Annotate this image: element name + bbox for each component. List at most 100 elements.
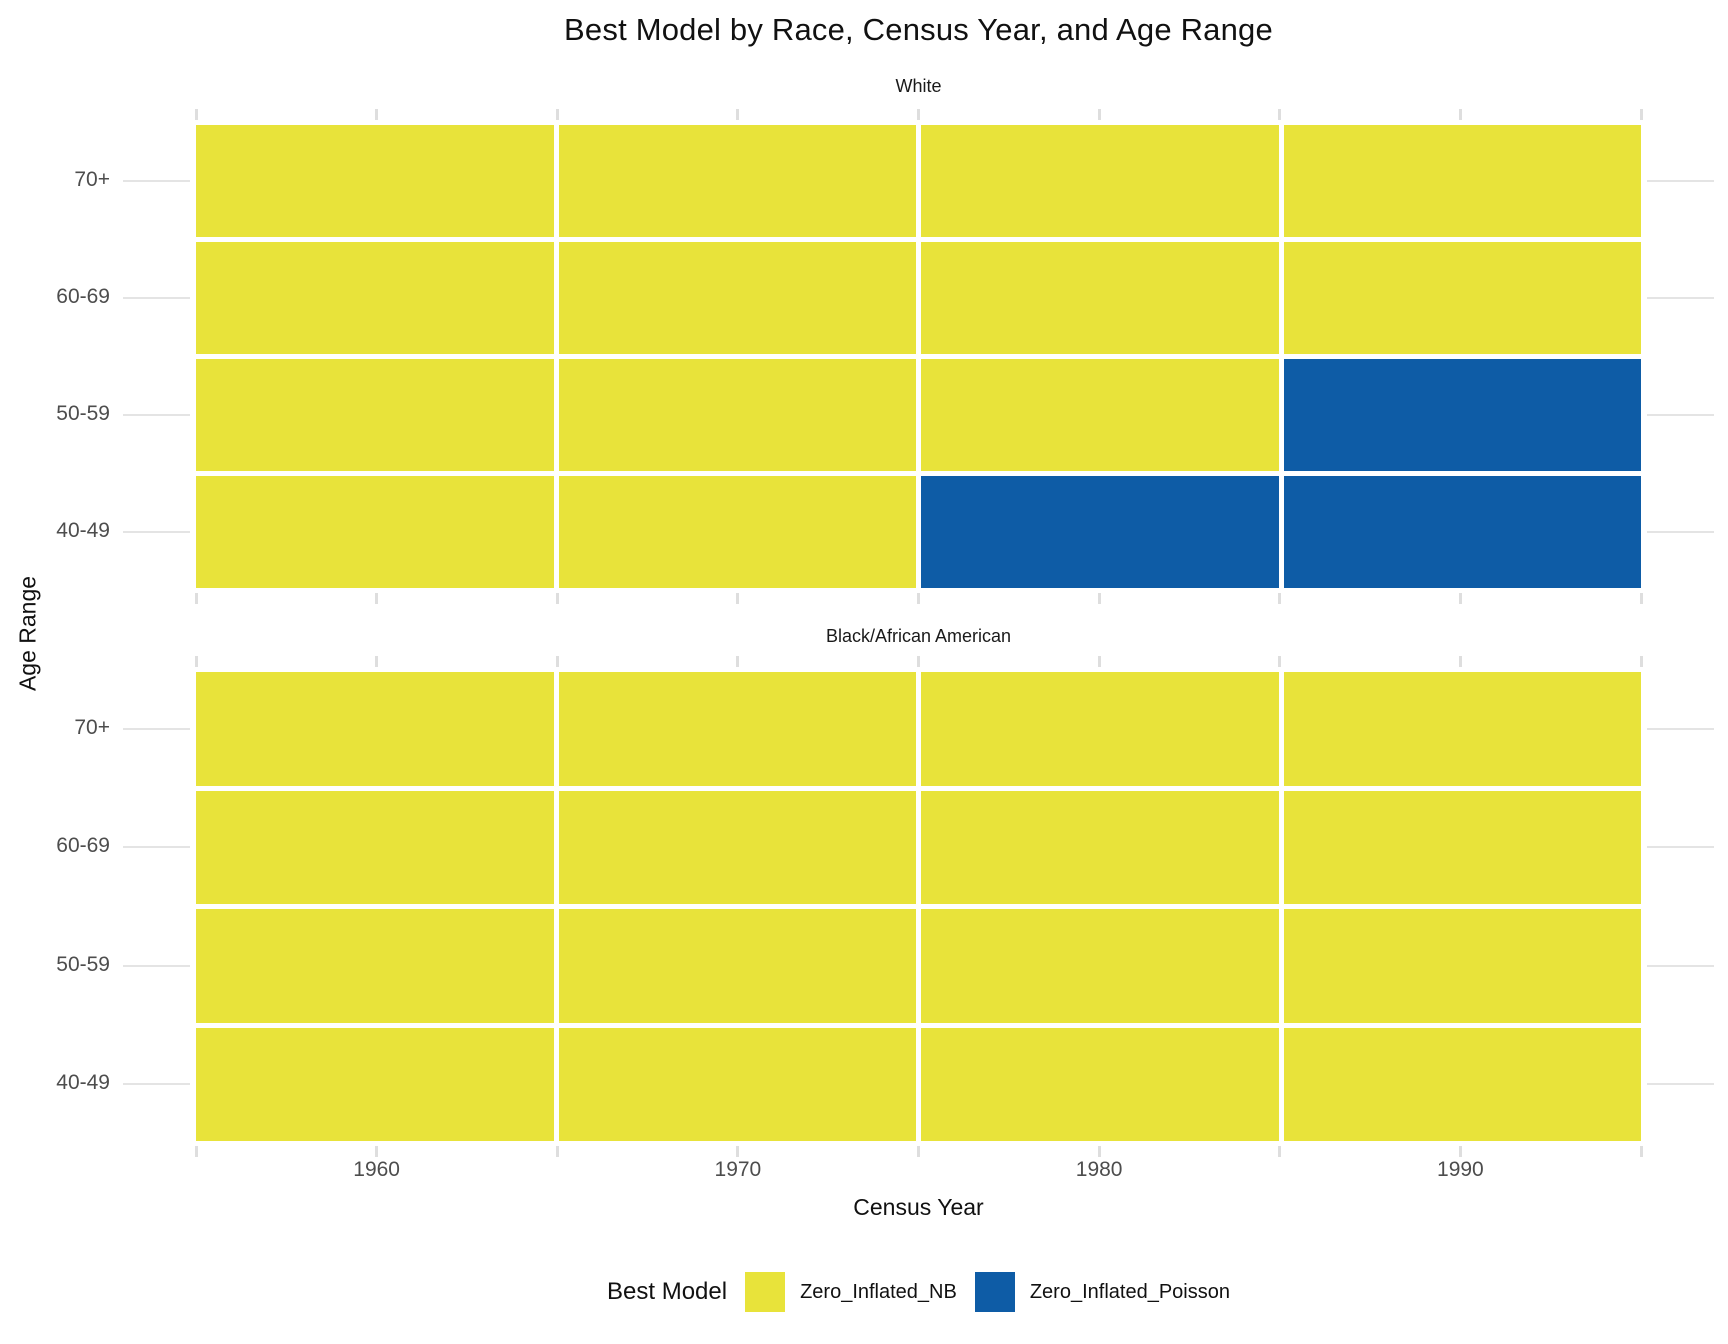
x-grid-tick	[736, 593, 740, 604]
facet-strip-black-african-american: Black/African American	[825, 626, 1012, 646]
x-grid-tick	[555, 1146, 559, 1157]
tile-white-40-49-1990	[1283, 476, 1641, 588]
x-grid-tick	[736, 109, 740, 120]
x-grid-tick	[194, 656, 198, 667]
y-grid-tick	[1647, 180, 1714, 182]
x-grid-tick	[555, 109, 559, 120]
y-tick-label-50-59: 50-59	[56, 952, 110, 976]
tile-white-40-49-1960	[196, 476, 554, 588]
tile-white-40-49-1970	[558, 476, 916, 588]
y-grid-tick	[123, 414, 190, 416]
tile-black-african-american-50-59-1960	[196, 909, 554, 1023]
x-grid-tick	[555, 593, 559, 604]
x-grid-tick	[1639, 656, 1643, 667]
y-axis-title: Age Range	[14, 575, 41, 692]
y-grid-tick	[1647, 414, 1714, 416]
y-grid-tick	[123, 964, 190, 967]
x-grid-tick	[375, 593, 379, 604]
x-grid-tick	[194, 1146, 198, 1157]
x-grid-tick	[375, 656, 379, 667]
x-grid-tick	[1639, 109, 1643, 120]
x-grid-tick	[555, 656, 559, 667]
x-grid-tick	[1278, 593, 1282, 604]
y-tick-label-40-49: 40-49	[56, 1071, 110, 1095]
x-tick-label-1960: 1960	[353, 1158, 400, 1181]
x-grid-tick	[375, 109, 379, 120]
y-grid-tick	[1647, 964, 1714, 967]
facet-strip-white: White	[895, 76, 942, 96]
y-tick-label-60-69: 60-69	[56, 285, 110, 308]
y-grid-tick	[1647, 1083, 1714, 1086]
x-grid-tick	[1097, 656, 1101, 667]
y-grid-tick	[123, 727, 190, 730]
x-grid-tick	[1458, 1146, 1462, 1157]
x-grid-tick	[917, 593, 920, 604]
y-grid-tick	[1647, 727, 1714, 730]
x-grid-tick	[1278, 656, 1282, 667]
legend-swatch-zero-inflated-poisson	[974, 1272, 1015, 1312]
y-grid-tick	[1647, 846, 1714, 849]
x-grid-tick	[1458, 109, 1462, 120]
y-grid-tick	[123, 180, 190, 182]
legend-label-zero-inflated-nb: Zero_Inflated_NB	[800, 1280, 957, 1303]
legend-title: Best Model	[607, 1278, 728, 1305]
tile-black-african-american-60-69-1980	[921, 790, 1279, 904]
x-grid-tick	[917, 656, 920, 667]
x-grid-tick	[917, 109, 920, 120]
legend: Best Model Zero_Inflated_NB Zero_Inflate…	[196, 1268, 1641, 1316]
tile-white-50-59-1960	[196, 359, 554, 471]
legend-swatch-zero-inflated-nb	[745, 1272, 786, 1312]
facet-panel-white	[196, 125, 1641, 588]
facet-panel-black-african-american	[196, 672, 1641, 1141]
tile-black-african-american-50-59-1970	[558, 909, 916, 1023]
tile-white-60-69-1970	[558, 242, 916, 354]
tile-black-african-american-70--1980	[921, 672, 1279, 786]
tile-white-70--1960	[196, 125, 554, 237]
y-grid-tick	[123, 846, 190, 849]
x-grid-tick	[1097, 1146, 1101, 1157]
y-grid-tick	[1647, 297, 1714, 299]
tile-black-african-american-70--1970	[558, 672, 916, 786]
tile-white-60-69-1980	[921, 242, 1279, 354]
x-grid-tick	[917, 1146, 920, 1157]
tile-black-african-american-40-49-1990	[1283, 1027, 1641, 1141]
y-grid-tick	[1647, 531, 1714, 533]
x-grid-tick	[1639, 1146, 1643, 1157]
tile-black-african-american-70--1990	[1283, 672, 1641, 786]
y-grid-tick	[123, 531, 190, 533]
tile-black-african-american-40-49-1970	[558, 1027, 916, 1141]
tile-black-african-american-40-49-1980	[921, 1027, 1279, 1141]
x-grid-tick	[1278, 109, 1282, 120]
tile-white-50-59-1970	[558, 359, 916, 471]
x-tick-label-1970: 1970	[714, 1158, 762, 1181]
tile-black-african-american-50-59-1980	[921, 909, 1279, 1023]
tile-black-african-american-40-49-1960	[196, 1027, 554, 1141]
x-axis-title: Census Year	[853, 1194, 984, 1220]
x-tick-label-1990: 1990	[1437, 1158, 1484, 1181]
tile-white-60-69-1960	[196, 242, 554, 354]
tile-white-40-49-1980	[921, 476, 1279, 588]
chart-title: Best Model by Race, Census Year, and Age…	[564, 12, 1273, 47]
y-tick-label-70-: 70+	[74, 168, 110, 191]
y-tick-label-50-59: 50-59	[56, 402, 110, 425]
tile-black-african-american-70--1960	[196, 672, 554, 786]
y-grid-tick	[123, 1083, 190, 1086]
tile-white-60-69-1990	[1283, 242, 1641, 354]
x-grid-tick	[375, 1146, 379, 1157]
tile-white-70--1990	[1283, 125, 1641, 237]
x-tick-label-1980: 1980	[1075, 1158, 1123, 1181]
tile-white-70--1980	[921, 125, 1279, 237]
x-grid-tick	[1097, 593, 1101, 604]
x-grid-tick	[1639, 593, 1643, 604]
tile-black-african-american-60-69-1960	[196, 790, 554, 904]
x-grid-tick	[736, 656, 740, 667]
x-grid-tick	[1458, 656, 1462, 667]
tile-black-african-american-50-59-1990	[1283, 909, 1641, 1023]
tile-white-50-59-1990	[1283, 359, 1641, 471]
legend-label-zero-inflated-poisson: Zero_Inflated_Poisson	[1029, 1280, 1230, 1303]
tile-white-50-59-1980	[921, 359, 1279, 471]
y-grid-tick	[123, 297, 190, 299]
x-grid-tick	[194, 593, 198, 604]
y-tick-label-70-: 70+	[74, 715, 110, 739]
